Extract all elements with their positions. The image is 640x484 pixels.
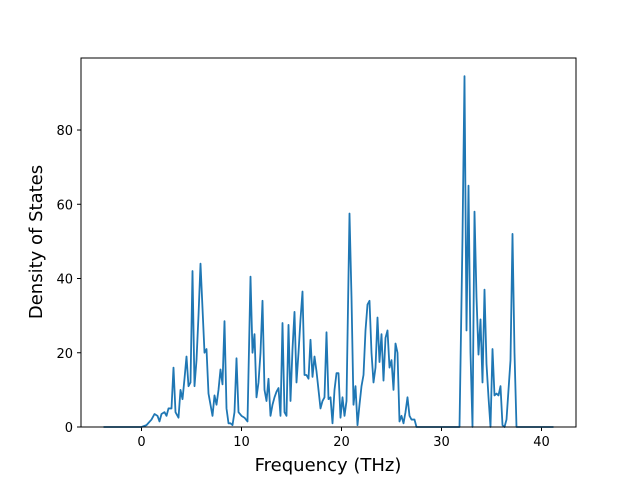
y-tick-label: 80 bbox=[56, 124, 73, 139]
y-tick-label: 20 bbox=[56, 347, 73, 362]
x-axis-label: Frequency (THz) bbox=[255, 455, 402, 476]
y-tick-label: 0 bbox=[65, 421, 73, 436]
x-tick-label: 20 bbox=[333, 435, 350, 450]
plot-frame bbox=[80, 57, 577, 428]
y-axis-label: Density of States bbox=[26, 165, 47, 319]
y-tick-label: 60 bbox=[56, 198, 73, 213]
data-line bbox=[103, 75, 554, 428]
x-tick-label: 0 bbox=[137, 435, 145, 450]
y-tick-label: 40 bbox=[56, 273, 73, 288]
x-tick-label: 30 bbox=[433, 435, 450, 450]
x-tick-label: 40 bbox=[533, 435, 550, 450]
x-tick-label: 10 bbox=[233, 435, 250, 450]
